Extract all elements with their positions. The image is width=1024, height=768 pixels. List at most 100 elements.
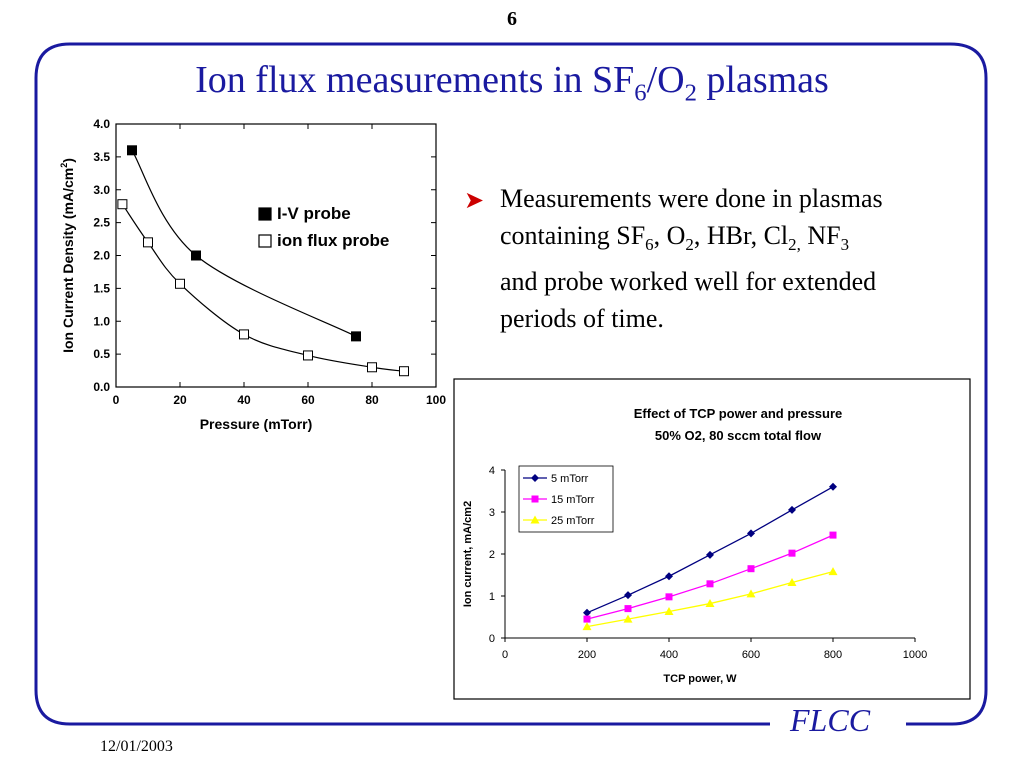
y-tick-label: 2.5 xyxy=(93,216,110,230)
x-axis-label: TCP power, W xyxy=(663,673,737,685)
bullet-line-2: containing SF6, O2, HBr, Cl2, NF3 xyxy=(500,217,982,263)
y-tick-label: 3.5 xyxy=(93,150,110,164)
data-point xyxy=(829,531,837,539)
data-point xyxy=(303,350,313,361)
legend-label: ion flux probe xyxy=(277,231,389,250)
y-tick-label: 1.5 xyxy=(93,281,110,295)
legend-marker xyxy=(530,515,540,524)
tcp-power-chart: Effect of TCP power and pressure 50% O2, … xyxy=(453,378,971,700)
ion-flux-chart: 0.0 0.5 1.0 1.5 2.0 2.5 3.0 3.5 4.0 0 20 40 60 80 100 P… xyxy=(59,117,446,432)
slide-date: 12/01/2003 xyxy=(100,738,173,755)
data-point xyxy=(239,329,249,340)
data-point xyxy=(787,578,797,587)
legend-marker xyxy=(258,234,272,248)
data-point xyxy=(788,549,796,557)
legend-label: I-V probe xyxy=(277,204,351,223)
y-axis-label-end: ) xyxy=(60,158,76,163)
legend-label: 5 mTorr xyxy=(551,473,589,485)
chart-subtitle: 50% O2, 80 sccm total flow xyxy=(655,428,822,443)
data-point xyxy=(399,366,409,377)
x-tick-label: 60 xyxy=(301,393,315,407)
data-point xyxy=(367,362,377,373)
bullet-line-2b: 6 xyxy=(645,235,654,255)
bullet-line-2h: 3 xyxy=(840,235,850,255)
x-tick-label: 600 xyxy=(742,649,760,661)
data-point xyxy=(583,608,591,617)
data-point xyxy=(829,482,837,491)
brand-logo: FLCC xyxy=(790,702,871,738)
data-point xyxy=(582,622,592,631)
y-tick-label: 4.0 xyxy=(93,117,110,131)
title-sub-2: 2 xyxy=(684,79,697,107)
x-tick-label: 0 xyxy=(502,649,508,661)
data-point xyxy=(665,593,673,601)
legend-label: 25 mTorr xyxy=(551,515,595,527)
title-text-mid: /O xyxy=(646,59,685,101)
y-tick-label: 1 xyxy=(489,591,495,603)
page-number: 6 xyxy=(507,8,517,30)
y-axis-label-main: Ion Current Density (mA/cm xyxy=(60,168,76,353)
data-point xyxy=(623,614,633,623)
bullet-line-2a: containing SF xyxy=(500,221,646,250)
data-point xyxy=(665,572,673,581)
bullet-line-1: Measurements were done in plasmas xyxy=(500,184,883,213)
y-axis-label: Ion Current Density (mA/cm2) xyxy=(59,158,76,353)
slide-title: Ion flux measurements in SF6/O2 plasmas xyxy=(60,58,964,108)
bullet-line-2c: , O xyxy=(653,221,686,250)
chart-title: Effect of TCP power and pressure xyxy=(634,406,843,421)
legend-marker xyxy=(258,207,272,221)
data-point xyxy=(706,580,714,588)
data-point xyxy=(828,567,838,576)
y-tick-label: 1.0 xyxy=(93,314,110,328)
data-point xyxy=(664,607,674,616)
bullet-line-2e: , HBr, Cl xyxy=(693,221,789,250)
bullet-arrow-icon: ➤ xyxy=(464,188,485,214)
x-tick-label: 400 xyxy=(660,649,678,661)
bullet-line-2g: NF xyxy=(800,221,841,250)
fit-curve-2 xyxy=(121,203,405,372)
x-tick-label: 20 xyxy=(173,393,187,407)
bullet-line-2d: 2 xyxy=(685,235,694,255)
data-point xyxy=(624,605,632,613)
title-text-end: plasmas xyxy=(696,59,829,101)
y-tick-label: 3.0 xyxy=(93,183,110,197)
y-tick-label: 0 xyxy=(489,633,495,645)
x-tick-label: 80 xyxy=(365,393,379,407)
data-point xyxy=(117,199,128,210)
title-text-main: Ion flux measurements in SF xyxy=(195,59,635,101)
data-point xyxy=(705,599,715,608)
y-axis-label: Ion current, mA/cm2 xyxy=(462,501,474,607)
data-point xyxy=(706,550,714,559)
legend-marker xyxy=(531,495,539,503)
x-tick-label: 40 xyxy=(237,393,251,407)
data-point xyxy=(143,237,153,248)
bullet-line-3: and probe worked well for extended xyxy=(500,267,877,297)
x-tick-label: 200 xyxy=(578,649,596,661)
legend-marker xyxy=(531,474,539,482)
data-point xyxy=(583,615,591,623)
data-point xyxy=(746,589,756,598)
y-tick-label: 3 xyxy=(489,507,495,519)
data-point xyxy=(351,331,361,342)
y-tick-label: 0.0 xyxy=(93,380,110,394)
data-point xyxy=(747,529,755,538)
data-point xyxy=(175,278,185,289)
y-tick-label: 4 xyxy=(489,465,495,477)
y-tick-label: 2.0 xyxy=(93,249,110,263)
data-point xyxy=(624,591,632,600)
y-axis-label-sup: 2 xyxy=(59,163,69,168)
bullet-line-4: periods of time. xyxy=(500,304,664,334)
chart-border xyxy=(453,378,971,700)
y-tick-label: 2 xyxy=(489,549,495,561)
legend-label: 15 mTorr xyxy=(551,494,595,506)
x-axis-label: Pressure (mTorr) xyxy=(200,416,313,432)
bullet-line-2f: 2, xyxy=(788,235,801,255)
data-point xyxy=(191,250,201,261)
x-tick-label: 800 xyxy=(824,649,842,661)
data-point xyxy=(747,565,755,573)
x-tick-label: 1000 xyxy=(903,649,927,661)
y-tick-label: 0.5 xyxy=(93,347,110,361)
data-point xyxy=(788,505,796,514)
bullet-text: Measurements were done in plasmas contai… xyxy=(462,180,982,337)
